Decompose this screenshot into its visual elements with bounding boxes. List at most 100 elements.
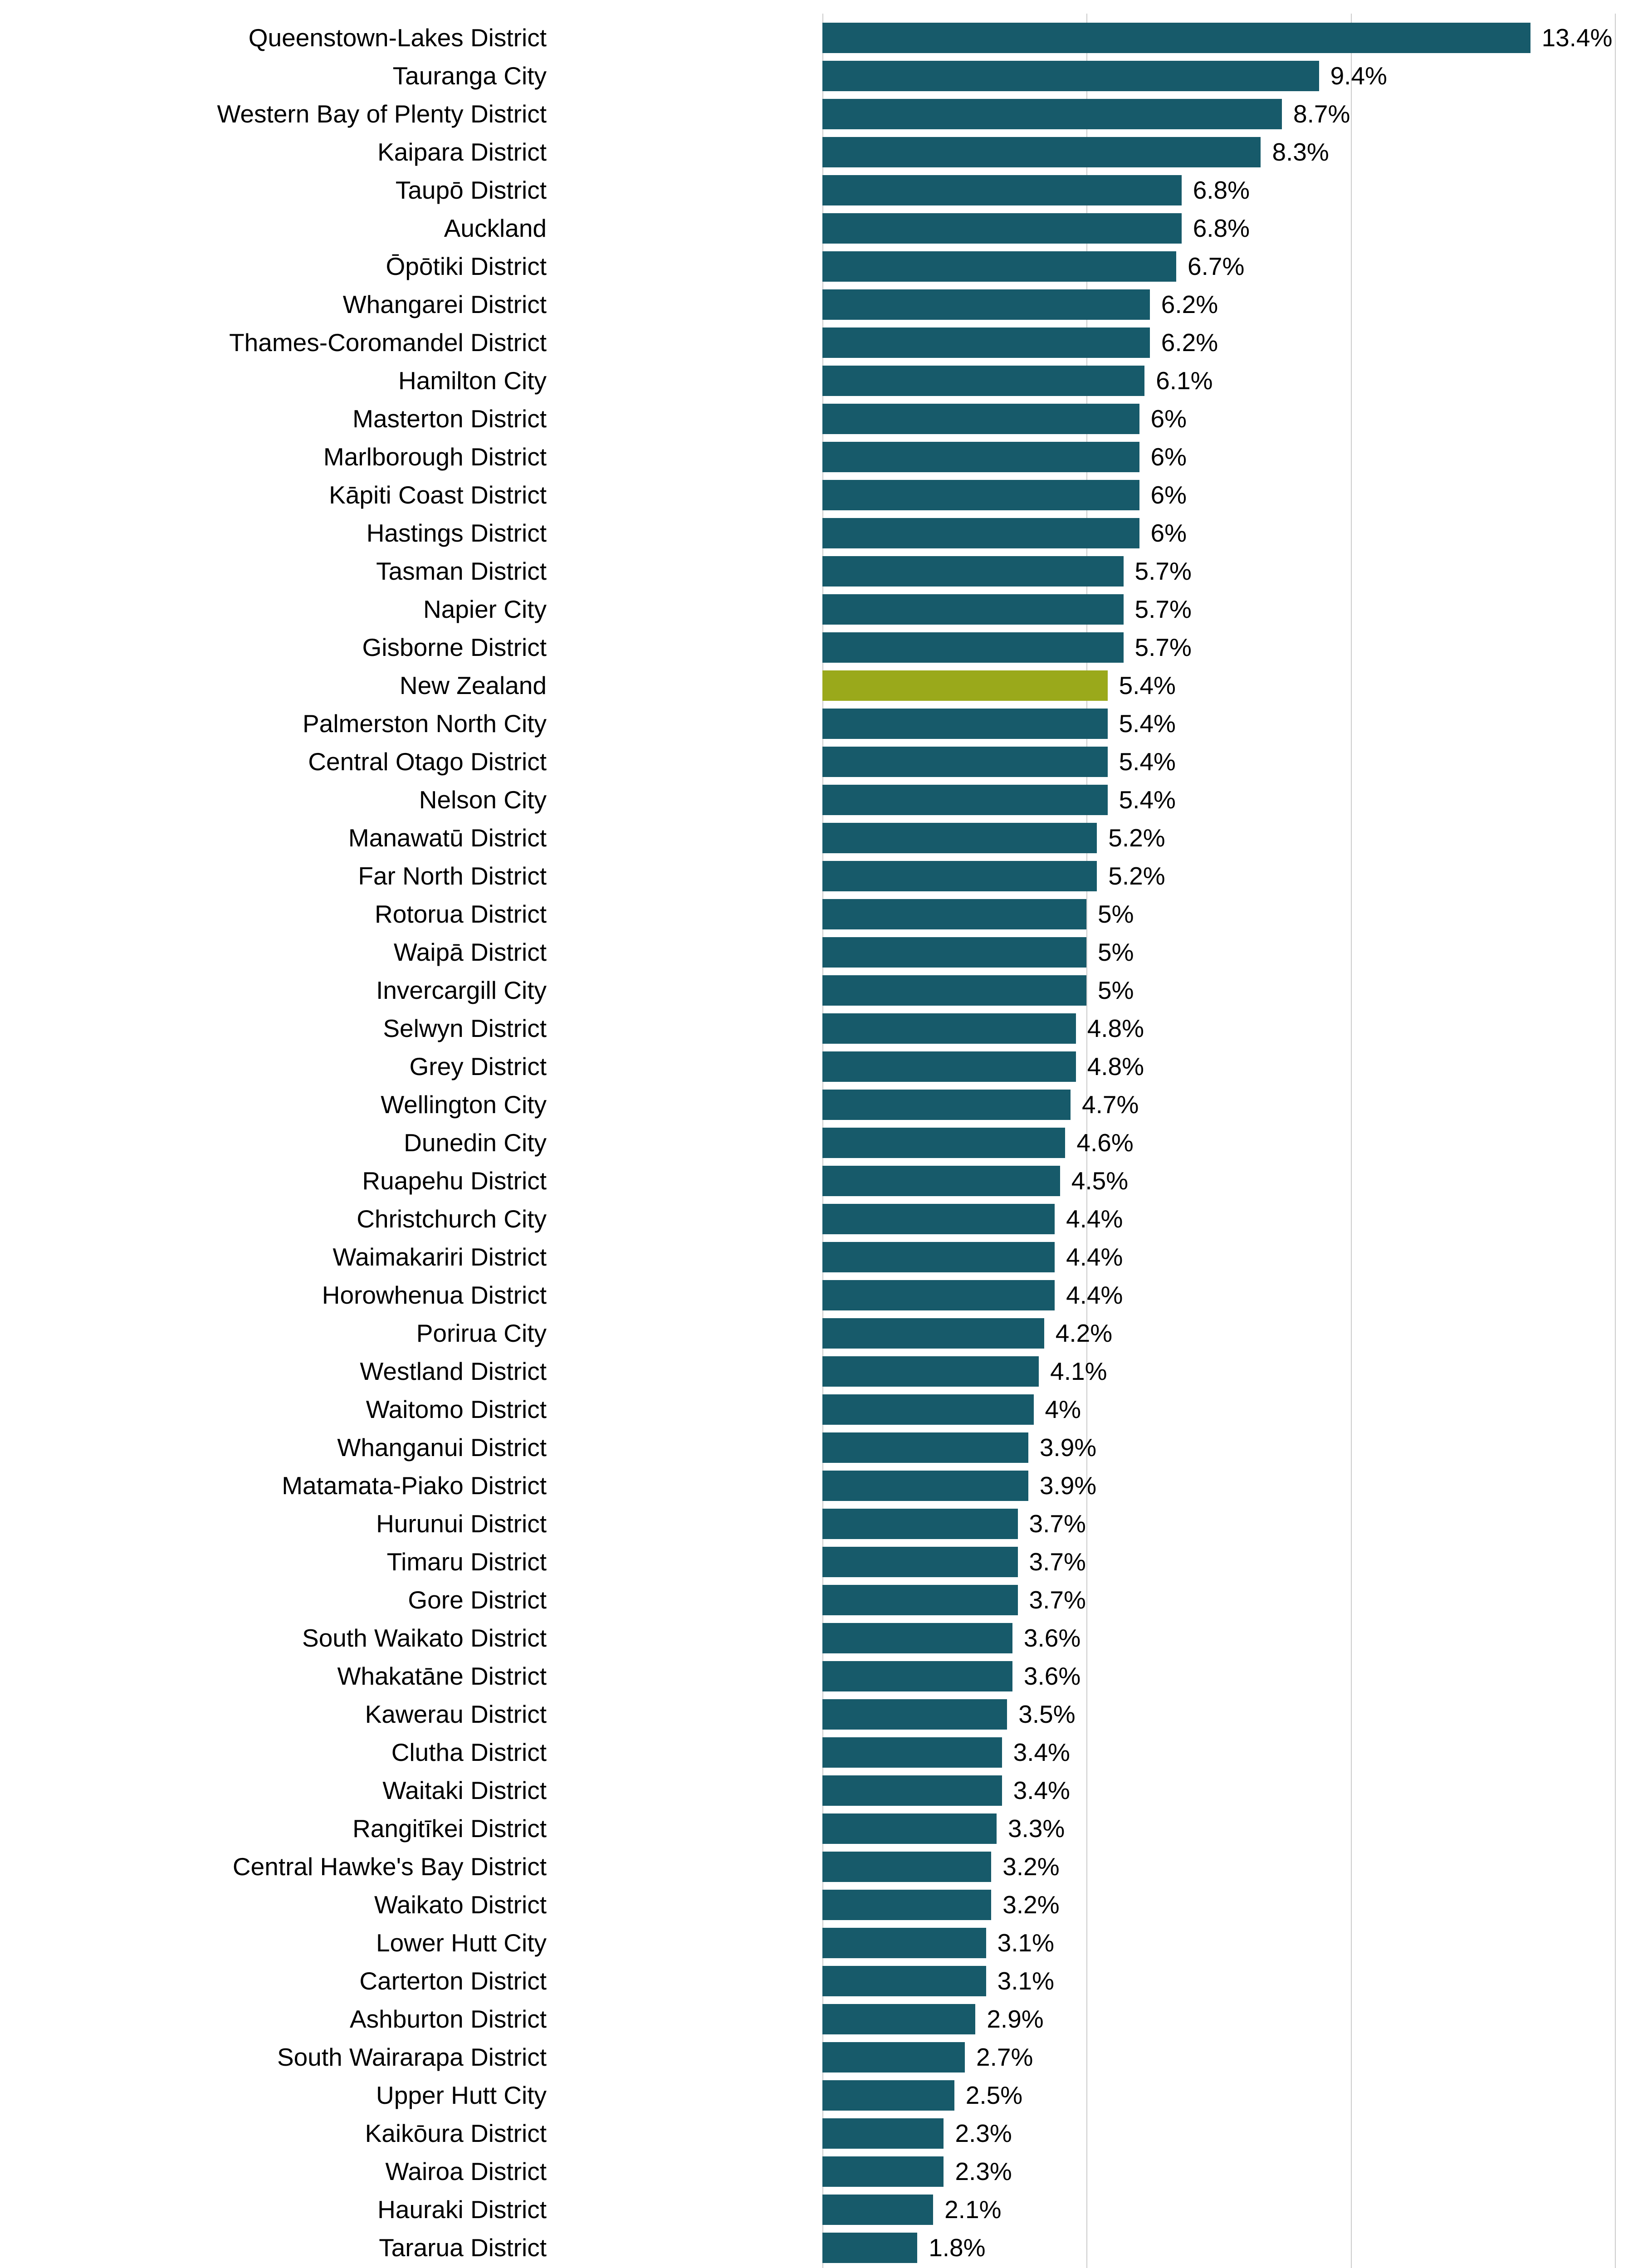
bar-value-label: 13.4% (1542, 23, 1613, 53)
bar-category-label: Waikato District (374, 1890, 547, 1920)
bar-category-label: Whakatāne District (337, 1661, 547, 1691)
bar-row: Western Bay of Plenty District8.7% (558, 99, 1615, 129)
bar-row: Hastings District6% (558, 518, 1615, 548)
bar-value-label: 4% (1045, 1394, 1081, 1425)
bar-value-label: 9.4% (1330, 61, 1387, 91)
bar-category-label: Porirua City (416, 1318, 547, 1349)
bar-category-label: Dunedin City (404, 1128, 547, 1158)
bar-category-label: Thames-Coromandel District (229, 327, 547, 358)
bar-value-label: 4.8% (1087, 1013, 1144, 1044)
bar (822, 1128, 1066, 1158)
bar-row: Ashburton District2.9% (558, 2004, 1615, 2034)
bar-row: Whangarei District6.2% (558, 289, 1615, 320)
bar-category-label: Central Otago District (308, 747, 547, 777)
bar-category-label: Clutha District (391, 1737, 547, 1768)
bar-row: Auckland6.8% (558, 213, 1615, 244)
bar-value-label: 6.8% (1193, 175, 1250, 205)
bar-category-label: Kawerau District (365, 1699, 547, 1730)
bar-row: South Wairarapa District2.7% (558, 2042, 1615, 2072)
bar (822, 1699, 1007, 1730)
bar-value-label: 6.7% (1188, 251, 1244, 282)
bar-row: Tauranga City9.4% (558, 61, 1615, 91)
bar-value-label: 5% (1098, 899, 1134, 929)
bar-row: Waipā District5% (558, 937, 1615, 968)
bar (822, 1661, 1012, 1691)
bar-category-label: Palmerston North City (303, 709, 547, 739)
bar-value-label: 5.4% (1119, 785, 1176, 815)
bar (822, 1585, 1018, 1615)
bar-category-label: Auckland (444, 213, 547, 244)
bar-value-label: 5.2% (1108, 823, 1165, 853)
bar (822, 289, 1150, 320)
bar-value-label: 3.5% (1018, 1699, 1075, 1730)
bar-value-label: 6.1% (1156, 366, 1213, 396)
bar-value-label: 4.6% (1076, 1128, 1133, 1158)
bar (822, 670, 1108, 701)
bar-category-label: Western Bay of Plenty District (217, 99, 547, 129)
bar (822, 1204, 1055, 1234)
bar-category-label: Kaikōura District (365, 2118, 547, 2149)
bar-category-label: Kaipara District (377, 137, 547, 167)
bar-value-label: 6% (1151, 480, 1187, 510)
bar-value-label: 3.4% (1013, 1775, 1070, 1806)
bar-category-label: Whangarei District (343, 289, 547, 320)
bar (822, 442, 1139, 472)
bar (822, 2004, 976, 2034)
bar-category-label: Waitomo District (366, 1394, 547, 1425)
bar-row: Thames-Coromandel District6.2% (558, 327, 1615, 358)
bar-category-label: Grey District (410, 1051, 547, 1082)
bar-category-label: Whanganui District (337, 1432, 547, 1463)
bar-value-label: 3.7% (1029, 1509, 1086, 1539)
bar-value-label: 3.9% (1040, 1432, 1096, 1463)
bar (822, 594, 1124, 625)
bar-value-label: 5% (1098, 937, 1134, 968)
bar (822, 2195, 934, 2225)
bar-value-label: 3.6% (1024, 1661, 1081, 1691)
bar-row: Taupō District6.8% (558, 175, 1615, 205)
bar-category-label: Waimakariri District (332, 1242, 547, 1272)
bar-value-label: 5.7% (1135, 594, 1192, 625)
bar (822, 1318, 1044, 1349)
bar-row: Dunedin City4.6% (558, 1128, 1615, 1158)
bar (822, 327, 1150, 358)
bar-value-label: 6.2% (1161, 289, 1218, 320)
bar-value-label: 4.1% (1050, 1356, 1107, 1387)
bar-row: Nelson City5.4% (558, 785, 1615, 815)
bar-row: New Zealand5.4% (558, 670, 1615, 701)
bar-row: Central Otago District5.4% (558, 747, 1615, 777)
bar (822, 1775, 1002, 1806)
gdp-growth-bar-chart: 0%5%10%15%Queenstown-Lakes District13.4%… (0, 0, 1633, 2268)
bar-value-label: 3.4% (1013, 1737, 1070, 1768)
bar (822, 823, 1097, 853)
bar-row: Lower Hutt City3.1% (558, 1928, 1615, 1958)
bar (822, 861, 1097, 891)
bar (822, 1547, 1018, 1577)
bar (822, 99, 1282, 129)
bar-value-label: 3.2% (1002, 1890, 1059, 1920)
bar-value-label: 2.1% (944, 2195, 1001, 2225)
bar (822, 899, 1087, 929)
bar (822, 937, 1087, 968)
bar-category-label: Carterton District (359, 1966, 547, 1996)
bar-row: Hurunui District3.7% (558, 1509, 1615, 1539)
bar-value-label: 5.7% (1135, 556, 1192, 587)
bar-value-label: 6.8% (1193, 213, 1250, 244)
bar-category-label: Invercargill City (376, 975, 547, 1006)
bar-category-label: Rangitīkei District (352, 1813, 547, 1844)
plot-area: 0%5%10%15%Queenstown-Lakes District13.4%… (558, 14, 1615, 2268)
bar-category-label: Marlborough District (323, 442, 547, 472)
bar-row: Whanganui District3.9% (558, 1432, 1615, 1463)
bar-row: Invercargill City5% (558, 975, 1615, 1006)
bar (822, 556, 1124, 587)
bar-row: Rangitīkei District3.3% (558, 1813, 1615, 1844)
bar-row: South Waikato District3.6% (558, 1623, 1615, 1653)
bar-category-label: Selwyn District (383, 1013, 547, 1044)
bar-row: Masterton District6% (558, 404, 1615, 434)
bar (822, 1432, 1028, 1463)
bar (822, 137, 1261, 167)
bar (822, 175, 1182, 205)
bar-row: Horowhenua District4.4% (558, 1280, 1615, 1310)
bar-value-label: 1.8% (929, 2233, 985, 2263)
bar-value-label: 5% (1098, 975, 1134, 1006)
bar-value-label: 4.7% (1082, 1090, 1139, 1120)
